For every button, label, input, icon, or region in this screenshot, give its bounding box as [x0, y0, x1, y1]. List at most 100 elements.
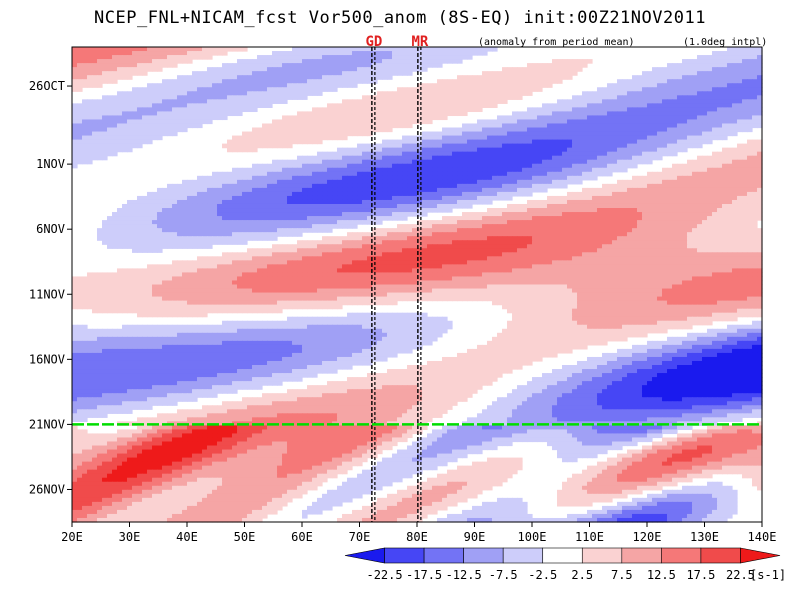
field-cell: [207, 199, 213, 205]
field-cell: [637, 175, 643, 181]
field-cell: [357, 107, 363, 113]
field-cell: [467, 171, 473, 177]
field-cell: [627, 183, 633, 189]
field-cell: [302, 228, 308, 233]
field-cell: [87, 83, 93, 88]
field-cell: [232, 87, 238, 92]
field-cell: [732, 71, 738, 76]
field-cell: [82, 51, 88, 56]
field-cell: [667, 143, 673, 149]
field-cell: [407, 151, 413, 157]
field-cell: [702, 115, 708, 121]
field-cell: [347, 195, 353, 201]
field-cell: [562, 115, 568, 121]
field-cell: [292, 67, 298, 72]
field-cell: [182, 51, 188, 56]
field-cell: [237, 203, 243, 209]
field-cell: [512, 167, 518, 173]
field-cell: [282, 175, 288, 181]
field-cell: [642, 103, 648, 108]
field-cell: [327, 107, 333, 113]
field-cell: [542, 135, 548, 141]
field-cell: [687, 143, 693, 149]
field-cell: [92, 47, 98, 52]
field-cell: [677, 123, 683, 129]
field-cell: [192, 107, 198, 113]
field-cell: [687, 59, 693, 64]
field-cell: [147, 127, 153, 133]
field-cell: [532, 151, 538, 157]
field-cell: [182, 220, 188, 225]
field-cell: [517, 71, 523, 76]
field-cell: [712, 59, 718, 64]
field-cell: [377, 147, 383, 153]
field-cell: [472, 179, 478, 185]
field-cell: [107, 151, 113, 157]
field-cell: [492, 103, 498, 108]
field-cell: [722, 203, 728, 209]
field-cell: [627, 119, 633, 125]
field-cell: [662, 87, 668, 92]
field-cell: [732, 155, 738, 161]
field-cell: [752, 212, 758, 217]
field-cell: [502, 95, 508, 100]
field-cell: [307, 55, 313, 60]
field-cell: [277, 191, 283, 197]
field-cell: [362, 127, 368, 133]
field-cell: [512, 228, 518, 233]
field-cell: [127, 147, 133, 153]
field-cell: [707, 199, 713, 205]
field-cell: [437, 155, 443, 161]
field-cell: [152, 119, 158, 125]
field-cell: [417, 159, 423, 165]
field-cell: [317, 163, 323, 169]
field-cell: [187, 47, 193, 52]
field-cell: [622, 151, 628, 157]
field-cell: [547, 135, 553, 141]
field-cell: [532, 135, 538, 141]
field-cell: [632, 95, 638, 100]
field-cell: [602, 123, 608, 129]
field-cell: [612, 203, 618, 209]
field-cell: [517, 155, 523, 161]
field-cell: [617, 195, 623, 201]
field-cell: [532, 119, 538, 125]
field-cell: [312, 187, 318, 193]
field-cell: [82, 67, 88, 72]
field-cell: [262, 67, 268, 72]
field-cell: [312, 135, 318, 141]
field-cell: [527, 208, 533, 213]
field-cell: [412, 171, 418, 177]
field-cell: [382, 123, 388, 129]
field-cell: [397, 191, 403, 197]
field-cell: [712, 111, 718, 117]
field-cell: [97, 103, 103, 108]
field-cell: [272, 220, 278, 225]
field-cell: [587, 111, 593, 117]
field-cell: [712, 75, 718, 80]
field-cell: [187, 208, 193, 213]
field-cell: [87, 63, 93, 68]
field-cell: [292, 91, 298, 96]
field-cell: [392, 212, 398, 217]
field-cell: [482, 139, 488, 145]
field-cell: [522, 111, 528, 117]
field-cell: [702, 127, 708, 133]
field-cell: [187, 75, 193, 80]
field-cell: [292, 187, 298, 193]
field-cell: [757, 115, 763, 121]
field-cell: [437, 203, 443, 209]
field-cell: [162, 63, 168, 68]
field-cell: [167, 123, 173, 129]
field-cell: [167, 228, 173, 233]
field-cell: [412, 107, 418, 113]
field-cell: [142, 59, 148, 64]
field-cell: [417, 163, 423, 169]
field-cell: [142, 95, 148, 100]
field-cell: [327, 51, 333, 56]
field-cell: [607, 212, 613, 217]
field-cell: [732, 119, 738, 125]
field-cell: [192, 232, 198, 237]
field-cell: [632, 131, 638, 137]
field-cell: [682, 139, 688, 145]
